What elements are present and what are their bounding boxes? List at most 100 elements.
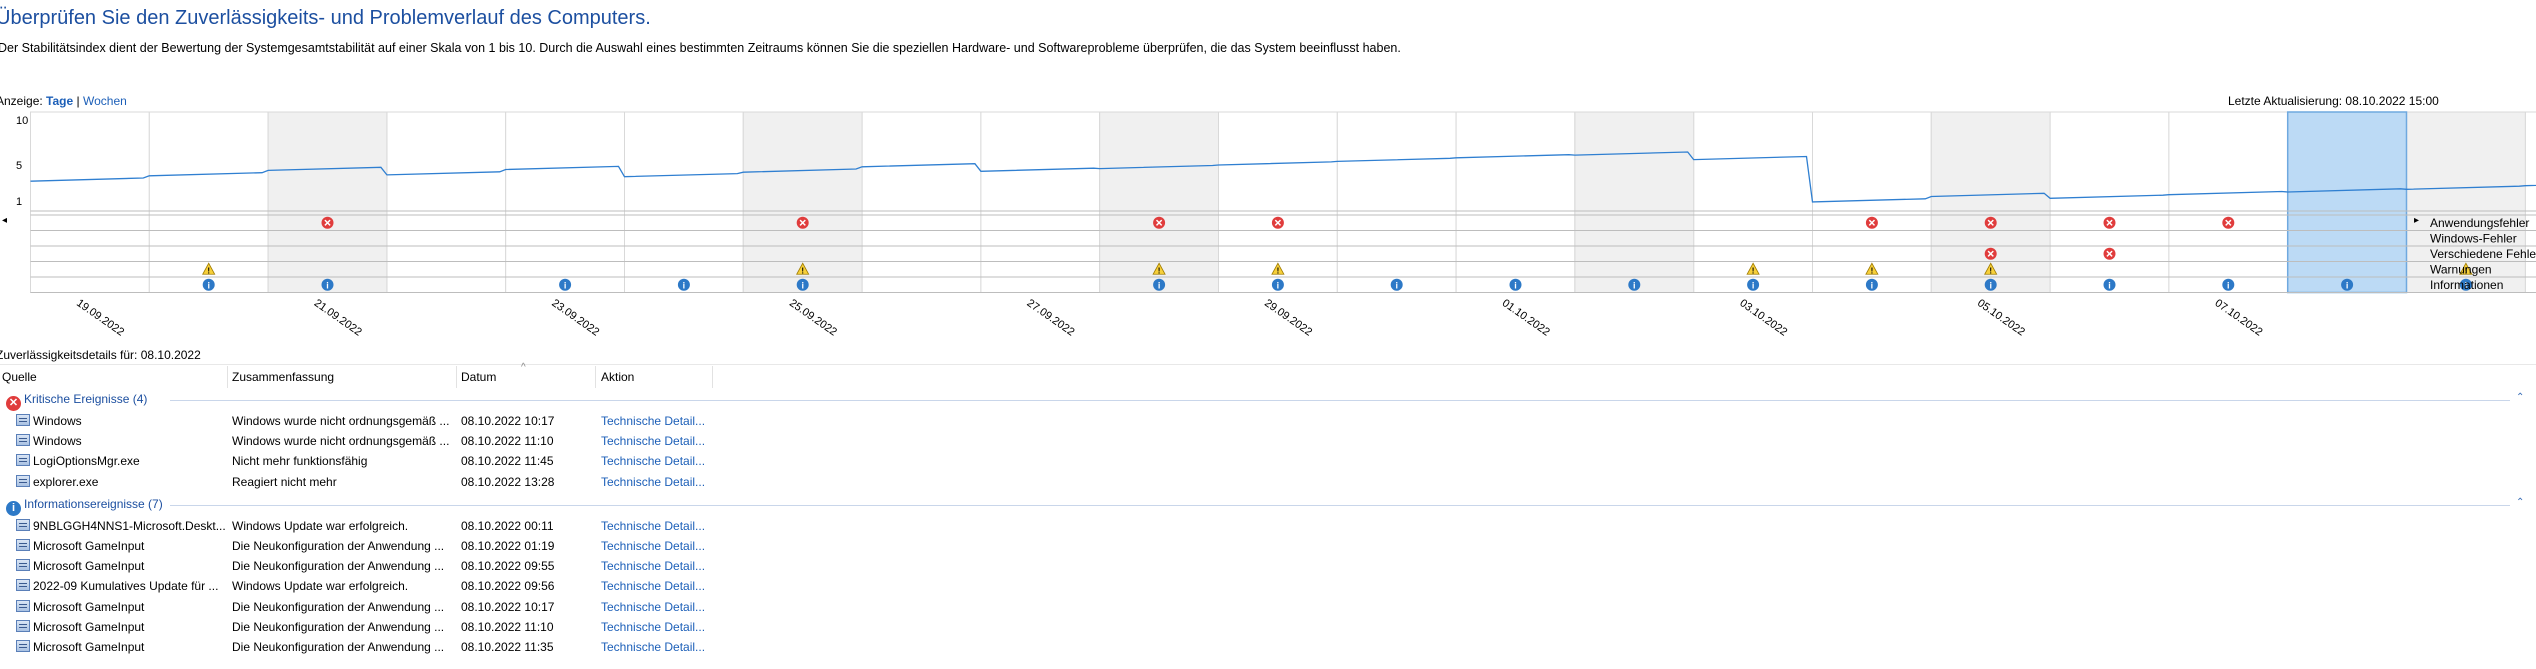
column-separator[interactable] [227, 366, 228, 388]
day-column[interactable] [2524, 111, 2536, 293]
warning-icon[interactable]: ! [1746, 262, 1760, 275]
cell-summary: Die Neukonfiguration der Anwendung ... [232, 559, 445, 574]
svg-text:!: ! [1989, 266, 1992, 275]
cell-date: 08.10.2022 00:11 [461, 518, 554, 533]
technical-details-link[interactable]: Technische Detail... [601, 454, 706, 469]
info-icon[interactable]: i [1865, 278, 1878, 291]
info-icon[interactable]: i [677, 278, 690, 291]
info-icon[interactable]: i [796, 278, 809, 291]
technical-details-link[interactable]: Technische Detail... [601, 539, 706, 553]
error-icon[interactable] [2103, 247, 2116, 260]
selected-day-highlight[interactable] [2286, 111, 2408, 294]
x-tick-label: 25.09.2022 [787, 297, 839, 338]
error-icon[interactable] [1984, 216, 1997, 229]
technical-details-link[interactable]: Technische Detail... [601, 599, 706, 614]
info-icon[interactable]: i [321, 278, 334, 291]
error-icon[interactable] [1271, 216, 1284, 229]
column-header-action[interactable]: Aktion [601, 370, 635, 384]
day-column[interactable] [1455, 111, 1576, 293]
y-tick-label: 1 [16, 196, 22, 208]
warning-icon[interactable]: ! [796, 262, 810, 275]
report-icon [16, 414, 30, 426]
info-icon[interactable]: i [1628, 278, 1641, 291]
group-header[interactable]: i Informationsereignisse (7) [6, 497, 163, 516]
view-days-link[interactable]: Tage [46, 94, 74, 108]
day-column[interactable] [2168, 111, 2289, 293]
svg-text:i: i [2465, 280, 2468, 290]
info-icon[interactable]: i [1509, 278, 1522, 291]
warning-icon[interactable]: ! [1271, 262, 1285, 275]
header-top-divider [0, 364, 2536, 365]
svg-text:!: ! [1871, 266, 1874, 275]
cell-summary: Windows wurde nicht ordnungsgemäß ... [232, 414, 450, 428]
technical-details-link[interactable]: Technische Detail... [601, 640, 706, 654]
column-header-source[interactable]: Quelle [2, 370, 37, 384]
column-separator[interactable] [595, 366, 596, 388]
day-column[interactable] [624, 111, 744, 293]
warning-icon[interactable]: ! [202, 262, 216, 275]
y-tick-label: 10 [16, 115, 28, 127]
column-separator[interactable] [456, 366, 457, 388]
technical-details-link[interactable]: Technische Detail... [601, 434, 706, 449]
info-icon[interactable]: i [1390, 278, 1403, 291]
error-icon[interactable] [2222, 216, 2235, 229]
group-header[interactable]: ✕ Kritische Ereignisse (4) [6, 392, 147, 411]
collapse-chevron-icon[interactable]: ⌃ [2516, 392, 2525, 403]
stability-index-line [30, 151, 2536, 203]
info-icon[interactable]: i [2222, 278, 2235, 291]
info-icon[interactable]: i [202, 278, 215, 291]
error-icon[interactable] [1865, 216, 1878, 229]
info-icon[interactable]: i [2459, 278, 2472, 291]
column-header-summary[interactable]: Zusammenfassung [232, 370, 335, 384]
day-column[interactable] [861, 111, 982, 293]
warning-icon[interactable]: ! [2459, 262, 2473, 275]
info-icon[interactable]: i [2103, 278, 2116, 291]
scroll-right-icon[interactable]: ▸ [2414, 215, 2419, 226]
info-icon[interactable]: i [2341, 278, 2354, 291]
reliability-chart[interactable]: 1051!!!!!!!!iiiiiiiiiiiiiiiiiiiiAnwendun… [0, 110, 2536, 342]
error-icon[interactable] [796, 216, 809, 229]
group-divider [170, 504, 2510, 506]
info-icon[interactable]: i [1984, 278, 1997, 291]
cell-date: 08.10.2022 10:17 [461, 414, 555, 428]
error-icon[interactable] [1984, 247, 1997, 260]
view-weeks-link[interactable]: Wochen [82, 94, 127, 108]
info-icon[interactable]: i [1747, 278, 1760, 291]
row-label: Anwendungsfehler [2430, 216, 2529, 230]
technical-details-link[interactable]: Technische Detail... [601, 414, 706, 428]
day-column[interactable] [386, 111, 507, 293]
day-column[interactable] [505, 111, 626, 293]
column-header-date[interactable]: Datum [461, 370, 497, 384]
x-tick-label: 05.10.2022 [1975, 297, 2027, 338]
day-column[interactable] [980, 111, 1101, 293]
technical-details-link[interactable]: Technische Detail... [601, 619, 706, 634]
collapse-chevron-icon[interactable]: ⌃ [2516, 496, 2525, 508]
technical-details-link[interactable]: Technische Detail... [601, 579, 706, 594]
error-icon[interactable] [1153, 216, 1166, 229]
day-column[interactable] [1336, 111, 1457, 293]
info-icon[interactable]: i [1153, 278, 1166, 291]
warning-icon[interactable]: ! [1865, 262, 1879, 275]
page-description: Der Stabilitätsindex dient der Bewertung… [0, 41, 1401, 55]
info-icon[interactable]: i [1271, 278, 1284, 291]
column-separator[interactable] [712, 366, 713, 388]
group-divider [170, 400, 2510, 401]
cell-summary: Windows Update war erfolgreich. [232, 579, 409, 594]
technical-details-link[interactable]: Technische Detail... [601, 474, 706, 489]
weekend-column [267, 111, 388, 293]
warning-icon[interactable]: ! [1152, 262, 1166, 275]
scroll-left-icon[interactable]: ◂ [2, 215, 7, 226]
cell-source: explorer.exe [33, 474, 99, 489]
error-icon[interactable] [321, 216, 334, 229]
error-icon[interactable] [2103, 216, 2116, 229]
technical-details-link[interactable]: Technische Detail... [601, 518, 706, 533]
technical-details-link[interactable]: Technische Detail... [601, 559, 706, 574]
day-column[interactable] [2049, 111, 2170, 293]
svg-text:i: i [326, 280, 329, 290]
row-label: Informationen [2430, 278, 2503, 292]
cell-source: 2022-09 Kumulatives Update für ... [33, 579, 219, 594]
cell-date: 08.10.2022 11:10 [461, 619, 554, 634]
day-column[interactable] [30, 111, 150, 293]
warning-icon[interactable]: ! [1984, 262, 1998, 275]
info-icon[interactable]: i [559, 278, 572, 291]
